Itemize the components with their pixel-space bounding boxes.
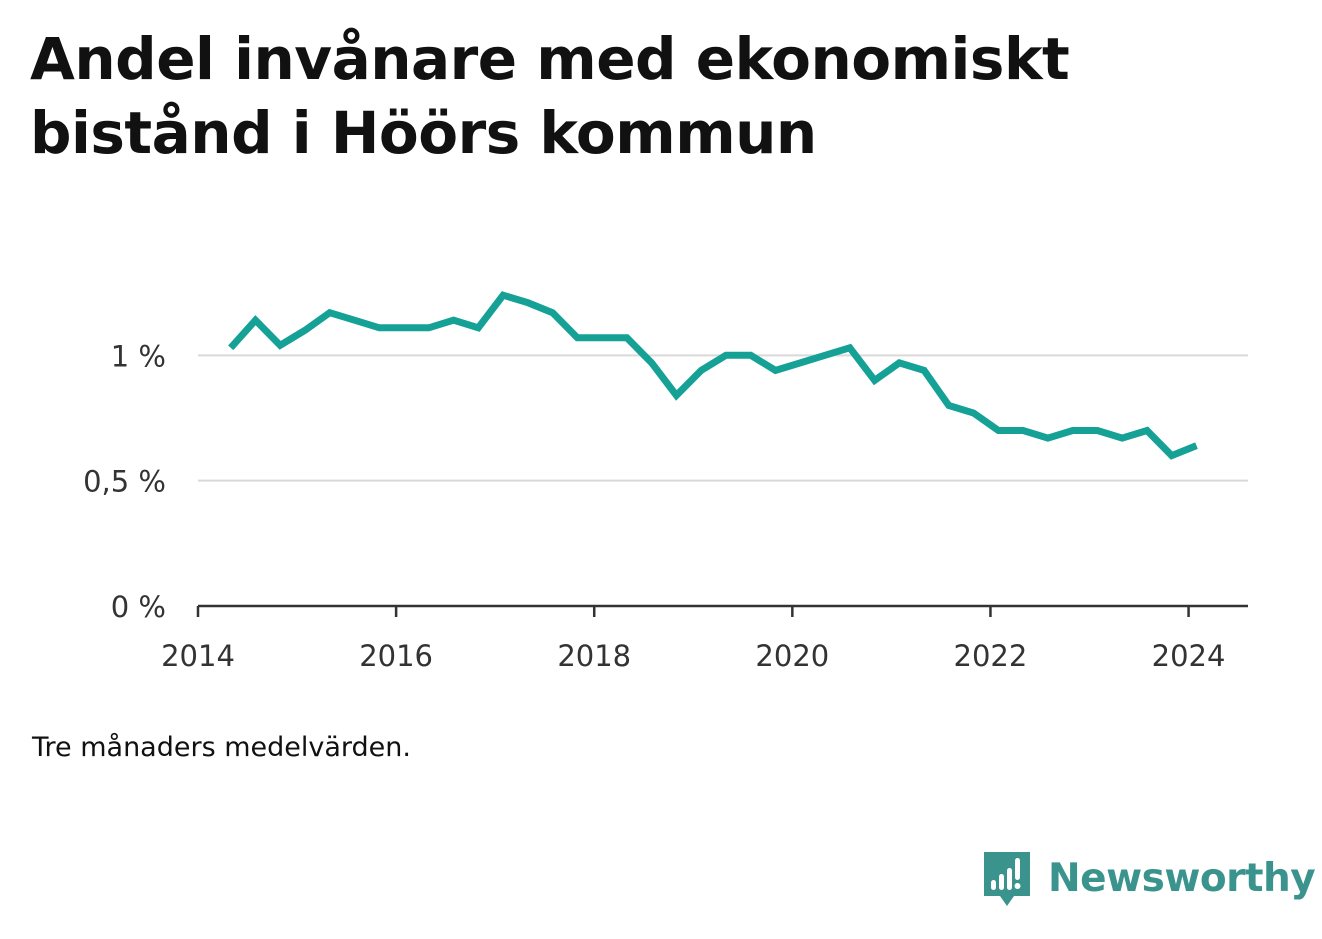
- x-tick-label-2: 2018: [557, 639, 631, 673]
- x-tick-label-4: 2022: [954, 639, 1028, 673]
- y-tick-label-1: 0,5 %: [83, 465, 166, 499]
- series-line-0: [228, 291, 1198, 460]
- brand-name: Newsworthy: [1048, 855, 1316, 901]
- x-tick-label-1: 2016: [359, 639, 433, 673]
- newsworthy-logo-icon: [984, 852, 1030, 906]
- brand-logo: Newsworthy: [980, 846, 1316, 910]
- series-layer: [228, 291, 1198, 460]
- x-tick-label-5: 2024: [1152, 639, 1226, 673]
- y-tick-label-0: 0 %: [111, 590, 166, 624]
- grid-lines: [198, 354, 1248, 482]
- chart-footnote: Tre månaders medelvärden.: [32, 732, 411, 763]
- x-axis-labels: 2014 2016 2018 2020 2022 2024: [161, 639, 1225, 673]
- x-tick-label-3: 2020: [755, 639, 829, 673]
- x-axis: [196, 604, 1248, 617]
- chart-title: Andel invånare med ekonomiskt bistånd i …: [30, 25, 1070, 167]
- x-tick-label-0: 2014: [161, 639, 235, 673]
- y-tick-label-2: 1 %: [111, 339, 166, 373]
- y-axis-labels: 0 % 0,5 % 1 %: [83, 339, 166, 624]
